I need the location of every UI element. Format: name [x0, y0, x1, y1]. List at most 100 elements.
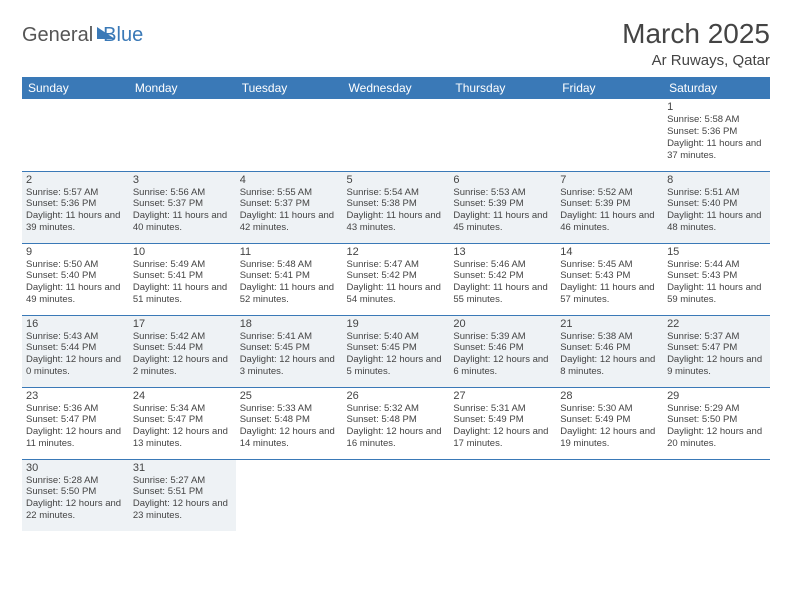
day-number: 28: [560, 390, 659, 402]
day-info: Sunrise: 5:38 AMSunset: 5:46 PMDaylight:…: [560, 331, 659, 379]
day-info: Sunrise: 5:32 AMSunset: 5:48 PMDaylight:…: [347, 403, 446, 451]
day-number: 26: [347, 390, 446, 402]
day-info: Sunrise: 5:47 AMSunset: 5:42 PMDaylight:…: [347, 259, 446, 307]
calendar-day-cell: [449, 459, 556, 531]
day-info: Sunrise: 5:40 AMSunset: 5:45 PMDaylight:…: [347, 331, 446, 379]
calendar-day-cell: 4Sunrise: 5:55 AMSunset: 5:37 PMDaylight…: [236, 171, 343, 243]
calendar-day-cell: 31Sunrise: 5:27 AMSunset: 5:51 PMDayligh…: [129, 459, 236, 531]
calendar-day-cell: [236, 99, 343, 171]
weekday-header: Wednesday: [343, 77, 450, 99]
calendar-day-cell: 19Sunrise: 5:40 AMSunset: 5:45 PMDayligh…: [343, 315, 450, 387]
day-number: 11: [240, 246, 339, 258]
logo: General Blue: [22, 24, 143, 47]
calendar-day-cell: 30Sunrise: 5:28 AMSunset: 5:50 PMDayligh…: [22, 459, 129, 531]
day-number: 25: [240, 390, 339, 402]
day-number: 1: [667, 101, 766, 113]
day-info: Sunrise: 5:29 AMSunset: 5:50 PMDaylight:…: [667, 403, 766, 451]
day-info: Sunrise: 5:56 AMSunset: 5:37 PMDaylight:…: [133, 187, 232, 235]
weekday-header: Monday: [129, 77, 236, 99]
day-number: 22: [667, 318, 766, 330]
day-number: 19: [347, 318, 446, 330]
calendar-day-cell: 18Sunrise: 5:41 AMSunset: 5:45 PMDayligh…: [236, 315, 343, 387]
day-info: Sunrise: 5:33 AMSunset: 5:48 PMDaylight:…: [240, 403, 339, 451]
day-number: 18: [240, 318, 339, 330]
day-number: 29: [667, 390, 766, 402]
weekday-header: Friday: [556, 77, 663, 99]
logo-text-general: General: [22, 24, 93, 47]
calendar-day-cell: 20Sunrise: 5:39 AMSunset: 5:46 PMDayligh…: [449, 315, 556, 387]
day-info: Sunrise: 5:41 AMSunset: 5:45 PMDaylight:…: [240, 331, 339, 379]
calendar-day-cell: 27Sunrise: 5:31 AMSunset: 5:49 PMDayligh…: [449, 387, 556, 459]
day-info: Sunrise: 5:51 AMSunset: 5:40 PMDaylight:…: [667, 187, 766, 235]
day-info: Sunrise: 5:30 AMSunset: 5:49 PMDaylight:…: [560, 403, 659, 451]
logo-text-blue: Blue: [103, 24, 143, 47]
calendar-day-cell: 25Sunrise: 5:33 AMSunset: 5:48 PMDayligh…: [236, 387, 343, 459]
calendar-day-cell: [343, 459, 450, 531]
weekday-header-row: Sunday Monday Tuesday Wednesday Thursday…: [22, 77, 770, 99]
title-block: March 2025 Ar Ruways, Qatar: [622, 18, 770, 69]
calendar-day-cell: 7Sunrise: 5:52 AMSunset: 5:39 PMDaylight…: [556, 171, 663, 243]
day-number: 16: [26, 318, 125, 330]
calendar-week-row: 16Sunrise: 5:43 AMSunset: 5:44 PMDayligh…: [22, 315, 770, 387]
day-info: Sunrise: 5:57 AMSunset: 5:36 PMDaylight:…: [26, 187, 125, 235]
day-number: 31: [133, 462, 232, 474]
calendar-day-cell: 14Sunrise: 5:45 AMSunset: 5:43 PMDayligh…: [556, 243, 663, 315]
weekday-header: Thursday: [449, 77, 556, 99]
day-number: 5: [347, 174, 446, 186]
calendar-day-cell: 21Sunrise: 5:38 AMSunset: 5:46 PMDayligh…: [556, 315, 663, 387]
day-number: 10: [133, 246, 232, 258]
day-number: 23: [26, 390, 125, 402]
day-number: 2: [26, 174, 125, 186]
day-info: Sunrise: 5:27 AMSunset: 5:51 PMDaylight:…: [133, 475, 232, 523]
day-info: Sunrise: 5:49 AMSunset: 5:41 PMDaylight:…: [133, 259, 232, 307]
calendar-week-row: 23Sunrise: 5:36 AMSunset: 5:47 PMDayligh…: [22, 387, 770, 459]
day-number: 14: [560, 246, 659, 258]
calendar-day-cell: 3Sunrise: 5:56 AMSunset: 5:37 PMDaylight…: [129, 171, 236, 243]
calendar-day-cell: 17Sunrise: 5:42 AMSunset: 5:44 PMDayligh…: [129, 315, 236, 387]
calendar-day-cell: [236, 459, 343, 531]
day-info: Sunrise: 5:58 AMSunset: 5:36 PMDaylight:…: [667, 114, 766, 162]
day-number: 15: [667, 246, 766, 258]
day-number: 27: [453, 390, 552, 402]
day-number: 6: [453, 174, 552, 186]
calendar-day-cell: [663, 459, 770, 531]
calendar-day-cell: 5Sunrise: 5:54 AMSunset: 5:38 PMDaylight…: [343, 171, 450, 243]
day-info: Sunrise: 5:48 AMSunset: 5:41 PMDaylight:…: [240, 259, 339, 307]
day-number: 9: [26, 246, 125, 258]
day-number: 4: [240, 174, 339, 186]
calendar-day-cell: [449, 99, 556, 171]
day-number: 20: [453, 318, 552, 330]
day-info: Sunrise: 5:36 AMSunset: 5:47 PMDaylight:…: [26, 403, 125, 451]
header: General Blue March 2025 Ar Ruways, Qatar: [22, 18, 770, 69]
day-info: Sunrise: 5:42 AMSunset: 5:44 PMDaylight:…: [133, 331, 232, 379]
day-number: 21: [560, 318, 659, 330]
day-number: 8: [667, 174, 766, 186]
day-info: Sunrise: 5:46 AMSunset: 5:42 PMDaylight:…: [453, 259, 552, 307]
day-info: Sunrise: 5:28 AMSunset: 5:50 PMDaylight:…: [26, 475, 125, 523]
calendar-day-cell: 11Sunrise: 5:48 AMSunset: 5:41 PMDayligh…: [236, 243, 343, 315]
day-number: 13: [453, 246, 552, 258]
calendar-day-cell: 29Sunrise: 5:29 AMSunset: 5:50 PMDayligh…: [663, 387, 770, 459]
day-info: Sunrise: 5:39 AMSunset: 5:46 PMDaylight:…: [453, 331, 552, 379]
calendar-week-row: 1Sunrise: 5:58 AMSunset: 5:36 PMDaylight…: [22, 99, 770, 171]
day-number: 7: [560, 174, 659, 186]
calendar-day-cell: [556, 99, 663, 171]
day-info: Sunrise: 5:53 AMSunset: 5:39 PMDaylight:…: [453, 187, 552, 235]
day-info: Sunrise: 5:45 AMSunset: 5:43 PMDaylight:…: [560, 259, 659, 307]
day-info: Sunrise: 5:43 AMSunset: 5:44 PMDaylight:…: [26, 331, 125, 379]
calendar-week-row: 30Sunrise: 5:28 AMSunset: 5:50 PMDayligh…: [22, 459, 770, 531]
weekday-header: Saturday: [663, 77, 770, 99]
weekday-header: Tuesday: [236, 77, 343, 99]
day-number: 30: [26, 462, 125, 474]
day-number: 12: [347, 246, 446, 258]
calendar-day-cell: 1Sunrise: 5:58 AMSunset: 5:36 PMDaylight…: [663, 99, 770, 171]
location-subtitle: Ar Ruways, Qatar: [622, 52, 770, 69]
calendar-day-cell: 8Sunrise: 5:51 AMSunset: 5:40 PMDaylight…: [663, 171, 770, 243]
day-number: 24: [133, 390, 232, 402]
calendar-day-cell: 26Sunrise: 5:32 AMSunset: 5:48 PMDayligh…: [343, 387, 450, 459]
day-info: Sunrise: 5:37 AMSunset: 5:47 PMDaylight:…: [667, 331, 766, 379]
weekday-header: Sunday: [22, 77, 129, 99]
calendar-day-cell: 28Sunrise: 5:30 AMSunset: 5:49 PMDayligh…: [556, 387, 663, 459]
calendar-week-row: 9Sunrise: 5:50 AMSunset: 5:40 PMDaylight…: [22, 243, 770, 315]
calendar-day-cell: [343, 99, 450, 171]
